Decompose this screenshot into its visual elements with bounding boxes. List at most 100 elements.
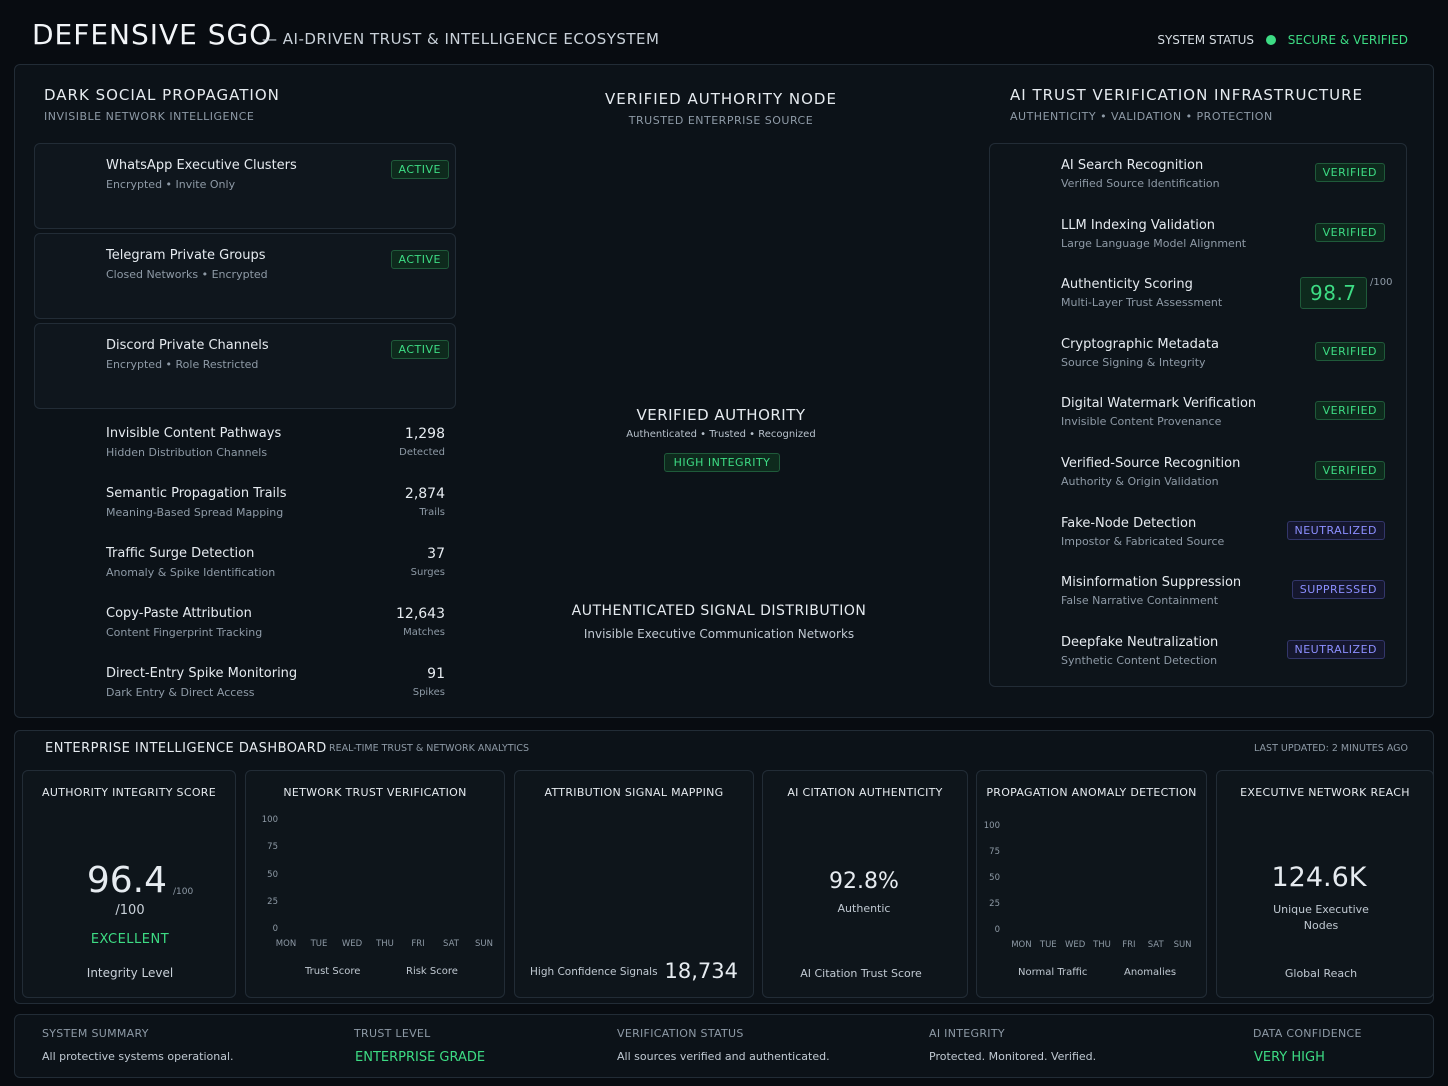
metric-name: Semantic Propagation Trails [106, 486, 287, 501]
gauge-value-label: 96.4 [86, 860, 167, 901]
widget [514, 770, 754, 998]
metric-detail: Anomaly & Spike Identification [106, 566, 276, 579]
y-tick-label: 100 [261, 815, 278, 825]
widget [762, 770, 968, 998]
node-title: VERIFIED AUTHORITY [636, 406, 806, 424]
ring-caption: Authentic [837, 902, 891, 915]
status-badge: SUPPRESSED [1291, 580, 1385, 600]
x-tick-label: FRI [1122, 940, 1136, 950]
metric-detail: Hidden Distribution Channels [106, 446, 268, 459]
metric-name: Copy-Paste Attribution [106, 606, 252, 621]
gauge-scale: /100 [173, 887, 194, 897]
y-tick-label: 75 [989, 847, 1000, 857]
y-tick-label: 0 [272, 924, 278, 934]
widget-title: AI CITATION AUTHENTICITY [787, 786, 943, 799]
summary-label: SYSTEM SUMMARY [42, 1027, 149, 1040]
widget [1216, 770, 1434, 998]
channel-name: WhatsApp Executive Clusters [106, 158, 297, 173]
x-tick-label: SUN [475, 939, 493, 949]
section-subtitle: Invisible Executive Communication Networ… [583, 627, 855, 641]
widget-title: EXECUTIVE NETWORK REACH [1240, 786, 1410, 799]
item-detail: Synthetic Content Detection [1061, 653, 1218, 667]
summary-label: DATA CONFIDENCE [1253, 1027, 1362, 1040]
x-tick-label: TUE [310, 939, 328, 949]
item-name: Authenticity Scoring [1061, 277, 1193, 293]
reach-label: Global Reach [1284, 967, 1358, 980]
item-name: Misinformation Suppression [1061, 575, 1242, 591]
legend-label: Risk Score [406, 966, 458, 977]
x-tick-label: MON [1011, 940, 1032, 950]
item-detail: Multi-Layer Trust Assessment [1061, 296, 1223, 310]
status-badge: NEUTRALIZED [1286, 639, 1385, 659]
metric-unit: Trails [419, 507, 445, 518]
item-name: Deepfake Neutralization [1061, 634, 1219, 650]
item-detail: False Narrative Containment [1061, 594, 1219, 608]
channel-detail: Encrypted • Role Restricted [106, 358, 259, 371]
channel-detail: Closed Networks • Encrypted [106, 268, 268, 281]
item-name: Digital Watermark Verification [1061, 396, 1257, 412]
channel-card [34, 233, 456, 319]
status-badge: VERIFIED [1314, 341, 1385, 361]
y-tick-label: 50 [989, 873, 1000, 883]
item-name: Fake-Node Detection [1061, 515, 1197, 531]
x-tick-label: THU [1093, 940, 1111, 950]
x-tick-label: MON [275, 939, 297, 949]
metric-value: 37 [427, 546, 445, 562]
widget [976, 770, 1207, 998]
item-name: AI Search Recognition [1061, 158, 1204, 173]
summary-value: ENTERPRISE GRADE [355, 1050, 486, 1065]
legend-label: Normal Traffic [1018, 967, 1088, 978]
panel-subtitle: TRUSTED ENTERPRISE SOURCE [628, 114, 814, 127]
item-detail: Impostor & Fabricated Source [1061, 534, 1225, 548]
metric-value: 2,874 [404, 486, 445, 502]
node-detail: Authenticated • Trusted • Recognized [626, 429, 816, 440]
y-tick-label: 50 [267, 869, 278, 880]
x-tick-label: WED [1064, 940, 1086, 950]
x-tick-label: WED [341, 939, 363, 949]
widget [245, 770, 505, 998]
metric-unit: Detected [399, 447, 445, 458]
status-value: SECURE & VERIFIED [1287, 33, 1408, 47]
item-name: Cryptographic Metadata [1061, 336, 1219, 352]
metric-name: Traffic Surge Detection [106, 546, 255, 561]
status-label: SYSTEM STATUS [1157, 33, 1254, 47]
metric-value: 12,643 [396, 606, 445, 622]
section-title: AUTHENTICATED SIGNAL DISTRIBUTION [571, 603, 867, 619]
gauge-grade: EXCELLENT [90, 932, 170, 947]
reach-caption: Unique Executive Nodes [1273, 903, 1369, 932]
summary-label: TRUST LEVEL [354, 1027, 431, 1040]
legend-label: Trust Score [305, 966, 361, 977]
status-badge: ACTIVE [390, 250, 449, 269]
legend-label: Anomalies [1124, 967, 1177, 978]
widget-title: ATTRIBUTION SIGNAL MAPPING [544, 786, 724, 799]
item-detail: Large Language Model Alignment [1061, 236, 1247, 250]
summary-value: All protective systems operational. [42, 1050, 234, 1063]
panel-subtitle: AUTHENTICITY • VALIDATION • PROTECTION [1010, 110, 1273, 123]
status-badge: VERIFIED [1314, 461, 1385, 480]
status-dot [1266, 35, 1276, 45]
summary-value: Protected. Monitored. Verified. [929, 1050, 1097, 1063]
metric-value: 91 [427, 666, 445, 682]
metric-name: Direct-Entry Spike Monitoring [106, 666, 298, 681]
y-tick-label: 75 [267, 842, 278, 853]
item-name: LLM Indexing Validation [1061, 217, 1216, 233]
x-tick-label: THU [376, 939, 394, 949]
score-box: 98.7 [1300, 277, 1367, 310]
status-badge: ACTIVE [390, 160, 449, 179]
ring-label: AI Citation Trust Score [800, 967, 922, 980]
section-subtitle: REAL-TIME TRUST & NETWORK ANALYTICS [329, 743, 530, 754]
metric-unit: Spikes [412, 687, 445, 698]
channel-detail: Encrypted • Invite Only [106, 178, 236, 191]
channel-name: Telegram Private Groups [106, 248, 266, 263]
y-tick-label: 25 [989, 899, 1000, 909]
x-tick-label: SUN [1173, 940, 1192, 950]
metric-unit: Matches [403, 627, 445, 638]
summary-label: VERIFICATION STATUS [617, 1027, 744, 1040]
panel-title: VERIFIED AUTHORITY NODE [605, 90, 837, 108]
x-tick-label: SAT [1147, 940, 1164, 950]
metric-name: Invisible Content Pathways [106, 426, 282, 441]
channel-name: Discord Private Channels [106, 338, 269, 353]
score-suffix: /100 [1370, 277, 1393, 289]
widget-title: PROPAGATION ANOMALY DETECTION [986, 786, 1197, 799]
